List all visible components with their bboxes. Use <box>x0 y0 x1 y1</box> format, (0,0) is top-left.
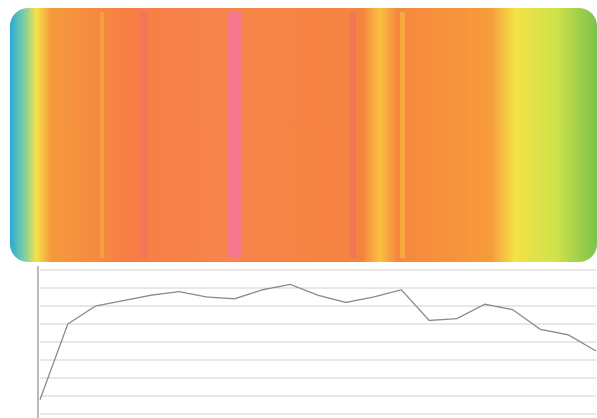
warm-stripe <box>400 12 405 258</box>
thermal-band <box>10 8 597 262</box>
warm-stripe <box>100 12 104 258</box>
page: (() => { const data = JSON.parse(documen… <box>0 0 597 418</box>
thermal-image <box>10 8 597 262</box>
hot-stripe <box>228 12 242 258</box>
figure <box>0 0 597 418</box>
profile-plot <box>38 266 596 418</box>
hot-stripe <box>140 12 148 258</box>
hot-stripe <box>350 12 356 258</box>
